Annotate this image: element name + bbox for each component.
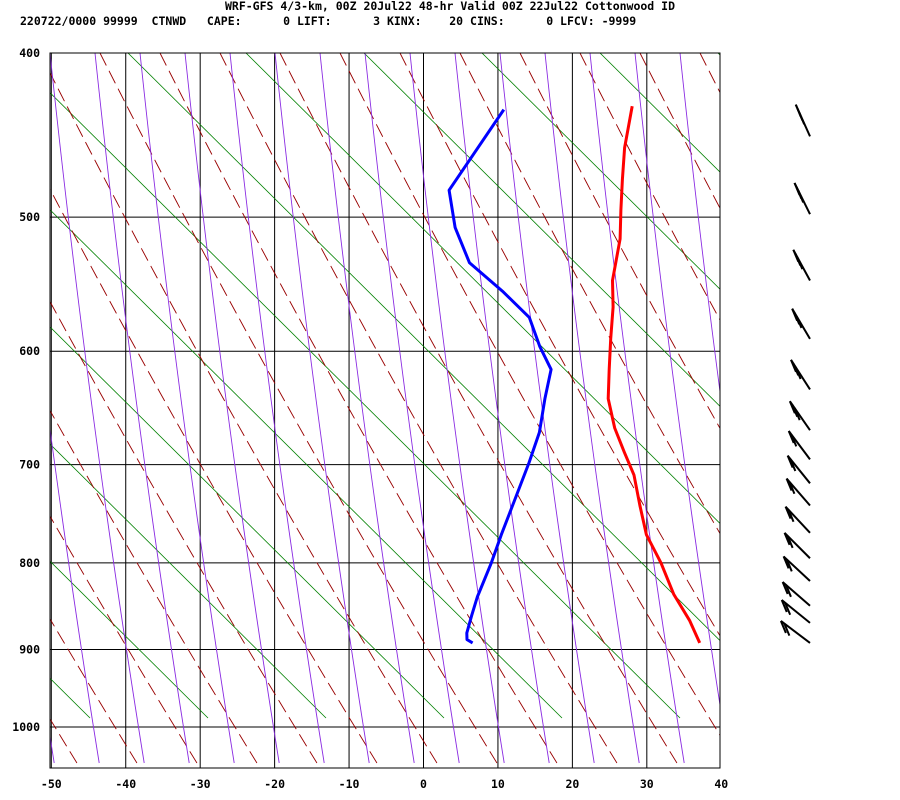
mixing-ratio-line [127, 53, 720, 642]
dry-adiabat-line [279, 53, 678, 764]
wind-barb-flag [785, 478, 793, 491]
y-tick-label: 500 [19, 210, 40, 224]
moist-adiabat-line [544, 53, 640, 764]
dry-adiabat-line [459, 53, 720, 535]
wind-barb-flag [787, 430, 795, 444]
temperature-trace [606, 105, 702, 644]
dry-adiabat-line [219, 53, 618, 764]
wind-barb-flag [787, 509, 795, 523]
moist-adiabat-line [50, 53, 145, 764]
mixing-ratio-line [363, 53, 720, 407]
mixing-ratio-line [836, 53, 900, 718]
wind-barb-flag [786, 455, 794, 469]
dry-adiabat-line [339, 53, 720, 737]
moist-adiabat-line [454, 53, 550, 764]
moist-adiabat-line [274, 53, 370, 764]
mixing-ratio-line [245, 53, 720, 525]
dry-adiabat-line [99, 53, 498, 764]
wind-barb-flag [781, 581, 789, 595]
y-tick-label: 400 [19, 46, 40, 60]
moist-adiabat-line [229, 53, 325, 764]
y-tick-label: 600 [19, 344, 40, 358]
y-tick-label: 1000 [12, 720, 40, 734]
moist-adiabat-line [679, 53, 720, 396]
moist-adiabat-line [319, 53, 415, 764]
mixing-ratio-line [50, 92, 681, 719]
x-tick-label: 40 [714, 777, 728, 791]
x-tick-label: -30 [190, 777, 211, 791]
x-tick-label: -40 [115, 777, 136, 791]
dry-adiabat-line [0, 53, 17, 763]
moist-adiabat-line [94, 53, 190, 764]
y-tick-label: 900 [19, 642, 40, 656]
mixing-ratio-line [717, 53, 720, 56]
dry-adiabat-line [50, 409, 258, 764]
y-tick-label: 700 [19, 458, 40, 472]
dry-adiabat-line [399, 53, 720, 637]
x-tick-label: -10 [339, 777, 360, 791]
wind-barb-flag [788, 481, 796, 495]
wind-barb-flag [783, 532, 791, 546]
dewpoint-trace [447, 108, 553, 645]
y-tick-label: 800 [19, 556, 40, 570]
dry-adiabat-line [50, 188, 378, 764]
dry-adiabat-line [50, 71, 438, 764]
wind-barb-flag [793, 407, 801, 421]
chart-subtitle: 220722/0000 99999 CTNWD CAPE: 0 LIFT: 3 … [20, 14, 637, 28]
moist-adiabat-line [139, 53, 235, 764]
moist-adiabat-line [499, 53, 595, 764]
moist-adiabat-line [50, 733, 55, 764]
x-tick-label: 30 [640, 777, 654, 791]
wind-barb-flag [783, 623, 791, 636]
mixing-ratio-line [50, 560, 209, 719]
mixing-ratio-line [50, 209, 563, 719]
moist-adiabat-line [364, 53, 460, 764]
moist-adiabat-line [50, 425, 100, 764]
wind-barb-flag [784, 506, 792, 520]
wind-barb-flag [796, 256, 804, 270]
wind-barb-flag [782, 556, 790, 569]
plot-frame [49, 52, 721, 769]
x-tick-label: 10 [491, 777, 505, 791]
mixing-ratio-line [50, 326, 445, 719]
moist-adiabat-line [589, 53, 685, 764]
x-tick-label: 0 [420, 777, 427, 791]
wind-barb-flag [786, 535, 794, 549]
x-tick-label: -20 [264, 777, 285, 791]
wind-barb-flag [794, 366, 802, 380]
wind-barb-flag [790, 434, 798, 447]
mixing-ratio-line [481, 53, 720, 290]
x-tick-label: 20 [565, 777, 579, 791]
wind-barb-flag [798, 111, 806, 125]
moist-adiabat-line [409, 53, 505, 764]
wind-barb-flag [795, 315, 803, 329]
dry-adiabat-line [50, 300, 318, 764]
dry-adiabat-line [50, 618, 138, 764]
dry-adiabat-line [699, 53, 720, 94]
mixing-ratio-line [599, 53, 720, 173]
wind-barb-flag [785, 584, 792, 598]
x-tick-label: -50 [41, 777, 62, 791]
moist-adiabat-line [184, 53, 280, 764]
wind-barb-flag [797, 190, 805, 203]
dry-adiabat-line [159, 53, 558, 764]
dry-adiabat-line [50, 718, 78, 764]
moist-adiabat-line [634, 53, 720, 708]
dry-adiabat-line [579, 53, 720, 321]
dry-adiabat-line [519, 53, 720, 430]
moist-adiabat-line [0, 53, 9, 763]
dry-adiabat-line [50, 515, 198, 764]
dry-adiabat-line [760, 53, 900, 763]
wind-barb-flag [779, 620, 787, 634]
wind-barb-flag [784, 602, 792, 616]
chart-title: WRF-GFS 4/3-km, 00Z 20Jul22 48-hr Valid … [224, 0, 676, 13]
mixing-ratio-line [50, 443, 327, 719]
wind-barb-flag [785, 558, 793, 572]
wind-barb-flag [789, 458, 797, 472]
dry-adiabat-line [639, 53, 720, 210]
wind-barb-flag [780, 599, 788, 613]
